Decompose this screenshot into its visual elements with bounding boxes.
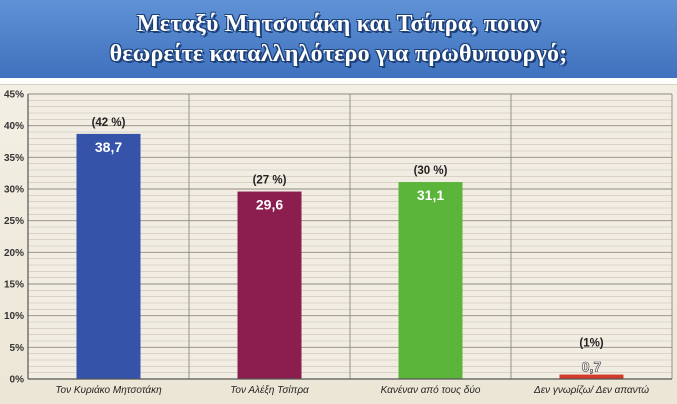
chart-title-banner: Μεταξύ Μητσοτάκη και Τσίπρα, ποιον θεωρε… [0,0,677,78]
bar-value-label: 0,7 [582,359,602,375]
bar [237,191,302,379]
bar [76,133,141,379]
x-category-label: Τον Αλέξη Τσίπρα [230,384,309,396]
y-tick-label: 10% [4,311,24,322]
y-tick-label: 40% [4,121,24,132]
bar-annotation: (30 %) [414,165,448,177]
y-tick-label: 25% [4,216,24,227]
y-tick-label: 0% [10,375,25,386]
x-category-label: Τον Κυριάκο Μητσοτάκη [55,384,162,396]
bar-annotation: (27 %) [253,175,287,187]
bar-value-label: 38,7 [95,139,122,155]
bar-annotation: (42 %) [92,117,126,129]
x-category-label: Δεν γνωρίζω/ Δεν απαντώ [533,384,649,396]
chart-title-line-2: θεωρείτε καταλληλότερο για πρωθυπουργό; [109,41,568,67]
chart-title-line-1: Μεταξύ Μητσοτάκη και Τσίπρα, ποιον [136,11,541,37]
y-tick-label: 15% [4,280,24,291]
y-tick-label: 5% [10,343,25,354]
x-category-label: Κανέναν από τους δύο [381,384,481,396]
y-tick-label: 30% [4,185,24,196]
bar [398,182,463,379]
y-tick-label: 20% [4,248,24,259]
bar [559,374,624,379]
bar-chart: 0% 5% 10% 15% 20% 25% 30% 35% 40% 45% 38,7 (42 %) Το… [4,90,673,396]
bar-annotation: (1%) [579,338,603,350]
y-tick-label: 35% [4,153,24,164]
bar-value-label: 31,1 [417,187,444,203]
y-tick-label: 45% [4,90,24,101]
bar-value-label: 29,6 [256,197,283,213]
